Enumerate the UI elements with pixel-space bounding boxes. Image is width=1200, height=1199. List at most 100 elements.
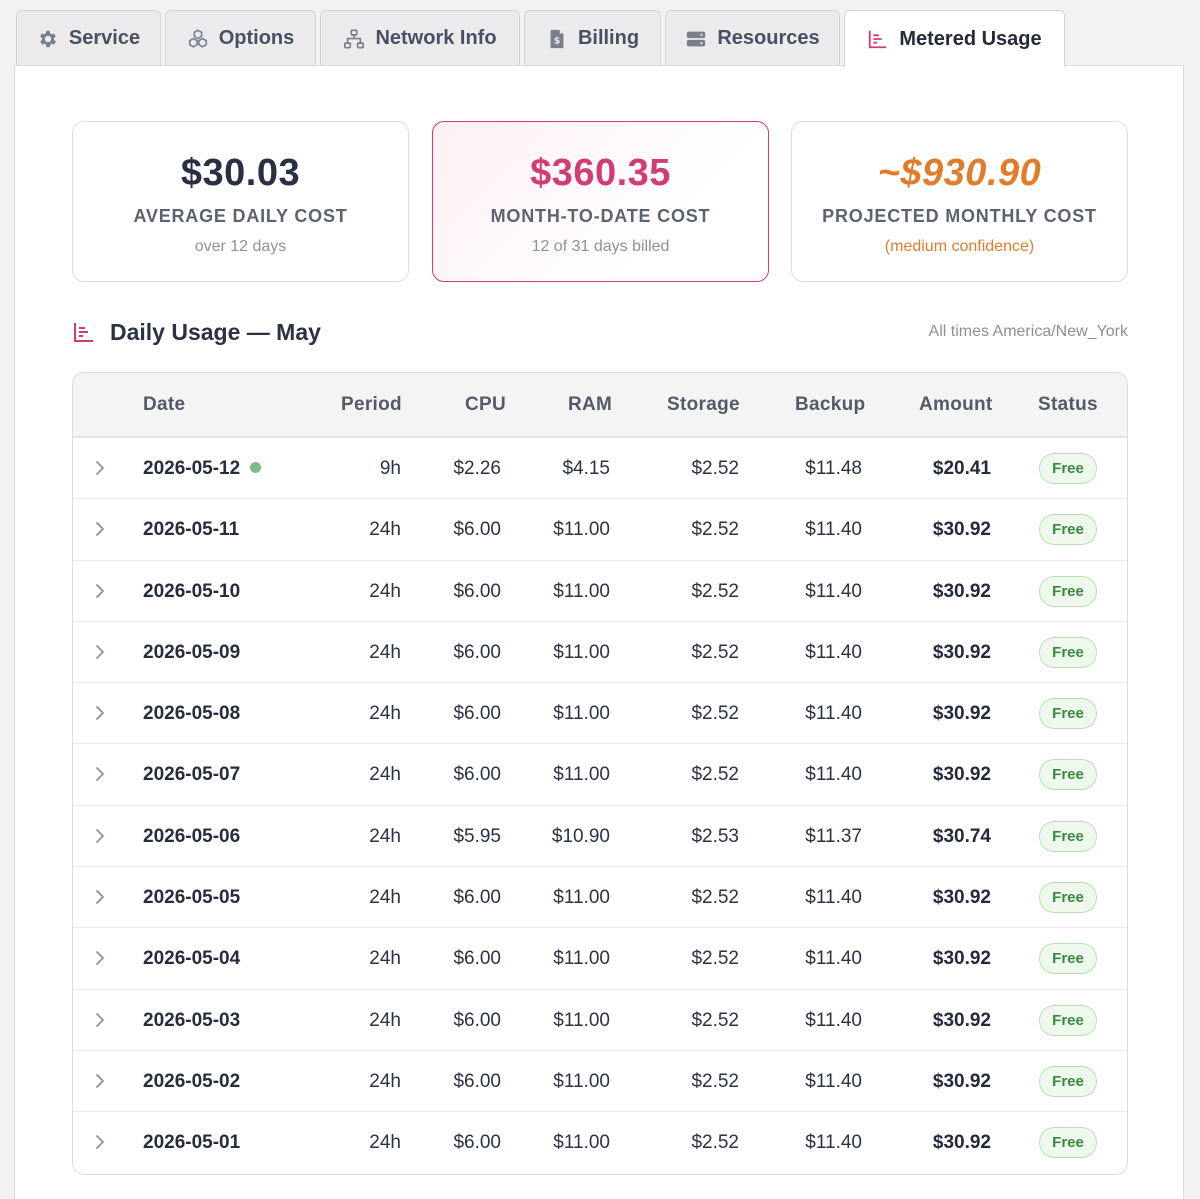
chevron-right-icon[interactable]: [93, 889, 107, 905]
backup-cell: $11.40: [805, 1070, 862, 1092]
cpu-cell: $6.00: [453, 1009, 501, 1031]
header-backup[interactable]: Backup: [795, 394, 866, 415]
period-cell: 24h: [369, 825, 401, 847]
cpu-cell: $6.00: [453, 641, 501, 663]
table-row[interactable]: 2026-05-12 9h $2.26 $4.15 $2.52 $11.48 $20.41 F…: [73, 438, 1127, 500]
backup-cell: $11.40: [805, 887, 862, 909]
tab-billing[interactable]: $ Billing: [524, 10, 661, 66]
storage-cell: $2.52: [691, 764, 739, 786]
chart-bar-icon: [867, 28, 889, 50]
tab-resources[interactable]: Resources: [665, 10, 840, 66]
date-text: 2026-05-09: [143, 641, 241, 663]
date-cell: 2026-05-06: [143, 806, 240, 867]
amount-cell: $30.92: [932, 764, 991, 786]
amount-cell: $30.92: [932, 887, 991, 909]
chevron-right-icon[interactable]: [93, 1012, 107, 1028]
header-status[interactable]: Status: [1038, 394, 1098, 415]
amount-cell: $30.92: [932, 519, 991, 541]
storage-cell: $2.53: [691, 825, 739, 847]
chevron-right-icon[interactable]: [93, 1134, 107, 1150]
chevron-right-icon[interactable]: [93, 521, 107, 537]
backup-cell: $11.40: [805, 519, 862, 541]
chevron-right-icon[interactable]: [93, 1073, 107, 1089]
tab-label: Billing: [577, 27, 640, 49]
status-badge: Free: [1039, 698, 1097, 730]
ram-cell: $11.00: [553, 580, 610, 602]
table-row[interactable]: 2026-05-01 24h $6.00 $11.00 $2.52 $11.40 $30.9…: [73, 1112, 1127, 1173]
table-row[interactable]: 2026-05-11 24h $6.00 $11.00 $2.52 $11.40 $30.9…: [73, 499, 1127, 561]
amount-cell: $30.92: [932, 1132, 991, 1154]
period-cell: 24h: [369, 641, 401, 663]
table-row[interactable]: 2026-05-07 24h $6.00 $11.00 $2.52 $11.40 $30.9…: [73, 744, 1127, 806]
cpu-cell: $6.00: [453, 887, 501, 909]
cpu-cell: $6.00: [453, 764, 501, 786]
period-cell: 24h: [369, 703, 401, 725]
table-row[interactable]: 2026-05-04 24h $6.00 $11.00 $2.52 $11.40 $30.9…: [73, 928, 1127, 990]
status-badge: Free: [1039, 453, 1097, 484]
cpu-cell: $6.00: [453, 580, 501, 602]
status-badge: Free: [1039, 1065, 1097, 1097]
cpu-cell: $6.00: [453, 948, 501, 970]
storage-cell: $2.52: [691, 703, 739, 725]
date-cell: 2026-05-03: [143, 990, 240, 1051]
cpu-cell: $5.95: [453, 825, 501, 847]
table-row[interactable]: 2026-05-09 24h $6.00 $11.00 $2.52 $11.40 $30.9…: [73, 622, 1127, 684]
storage-cell: $2.52: [691, 580, 739, 602]
month-to-date-cost-value: $360.35: [530, 152, 671, 194]
daily-usage-header: Daily Usage — May All times America/New_…: [72, 316, 1128, 348]
chevron-right-icon[interactable]: [93, 828, 107, 844]
date-text: 2026-05-05: [143, 887, 241, 909]
header-period[interactable]: Period: [341, 394, 402, 415]
section-title: Daily Usage — May: [72, 319, 321, 346]
chevron-right-icon[interactable]: [93, 460, 107, 476]
average-daily-cost-label: AVERAGE DAILY COST: [133, 206, 348, 226]
table-row[interactable]: 2026-05-08 24h $6.00 $11.00 $2.52 $11.40 $30.9…: [73, 683, 1127, 745]
backup-cell: $11.40: [805, 1132, 862, 1154]
chevron-right-icon[interactable]: [93, 950, 107, 966]
storage-cell: $2.52: [691, 641, 739, 663]
tab-network-info[interactable]: Network Info: [320, 10, 520, 66]
month-to-date-cost-sub: 12 of 31 days billed: [531, 238, 670, 255]
amount-cell: $30.74: [932, 825, 991, 847]
tab-service[interactable]: Service: [16, 10, 161, 66]
storage-cell: $2.52: [691, 458, 739, 479]
chevron-right-icon[interactable]: [93, 583, 107, 599]
date-text: 2026-05-03: [143, 1009, 241, 1031]
header-storage[interactable]: Storage: [667, 394, 740, 415]
section-title-text: Daily Usage — May: [110, 318, 321, 345]
header-date[interactable]: Date: [143, 394, 186, 415]
header-amount[interactable]: Amount: [919, 394, 993, 415]
table-row[interactable]: 2026-05-05 24h $6.00 $11.00 $2.52 $11.40 $30.9…: [73, 867, 1127, 929]
tab-label: Options: [218, 27, 295, 49]
header-ram[interactable]: RAM: [568, 394, 613, 415]
backup-cell: $11.40: [805, 580, 862, 602]
header-cpu[interactable]: CPU: [465, 394, 507, 415]
period-cell: 24h: [369, 948, 401, 970]
table-row[interactable]: 2026-05-10 24h $6.00 $11.00 $2.52 $11.40 $30.9…: [73, 561, 1127, 622]
ram-cell: $4.15: [562, 458, 610, 479]
status-badge: Free: [1039, 943, 1097, 975]
ram-cell: $11.00: [553, 1009, 610, 1031]
backup-cell: $11.40: [805, 764, 862, 786]
date-cell: 2026-05-08: [143, 683, 240, 744]
table-row[interactable]: 2026-05-02 24h $6.00 $11.00 $2.52 $11.40 $30.9…: [73, 1051, 1127, 1113]
amount-cell: $30.92: [932, 580, 991, 602]
date-cell: 2026-05-10: [143, 561, 240, 622]
tab-metered-usage[interactable]: Metered Usage: [844, 10, 1065, 67]
table-row[interactable]: 2026-05-06 24h $5.95 $10.90 $2.53 $11.37 $30.7…: [73, 806, 1127, 868]
chevron-right-icon[interactable]: [93, 705, 107, 721]
tab-options[interactable]: Options: [165, 10, 316, 66]
chevron-right-icon[interactable]: [93, 766, 107, 782]
period-cell: 24h: [369, 1009, 401, 1031]
period-cell: 24h: [369, 519, 401, 541]
date-cell: 2026-05-09: [143, 622, 240, 683]
chevron-right-icon[interactable]: [93, 644, 107, 660]
status-badge: Free: [1039, 514, 1097, 546]
ram-cell: $11.00: [553, 1132, 610, 1154]
table-row[interactable]: 2026-05-03 24h $6.00 $11.00 $2.52 $11.40 $30.9…: [73, 990, 1127, 1051]
paren-close: ): [1028, 238, 1035, 255]
timezone-note: All times America/New_York: [928, 323, 1128, 340]
table-body: 2026-05-12 9h $2.26 $4.15 $2.52 $11.48 $20.41 F…: [73, 438, 1127, 1174]
ram-cell: $10.90: [551, 825, 610, 847]
daily-usage-table: Date Period CPU RAM Storage Backup Amoun…: [72, 372, 1128, 1175]
